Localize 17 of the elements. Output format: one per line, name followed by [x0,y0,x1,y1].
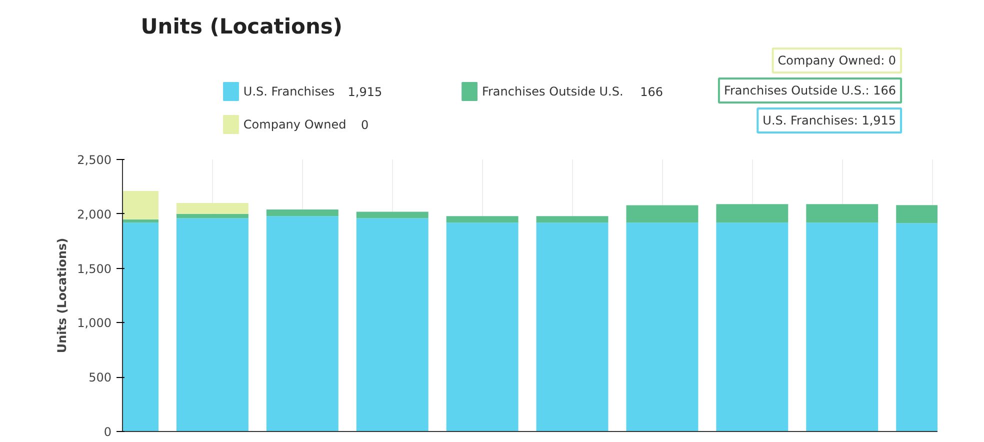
legend-label: U.S. Franchises [243,84,335,98]
y-axis-title: Units (Locations) [55,238,70,354]
y-tick-label: 0 [104,425,112,439]
y-tick-label: 1,000 [77,316,112,330]
text: 1,915 [348,85,382,99]
legend-label: Franchises Outside U.S. [482,84,624,98]
text: Company Owned: 0 [778,54,896,68]
y-tick-label: 2,000 [77,207,112,222]
y-tick-label: 500 [88,370,112,385]
y-tick-label: 1,500 [77,262,112,276]
y-tick-label: 2,500 [77,153,112,167]
text: 166 [640,85,664,99]
legend-label: Company Owned [243,118,346,132]
text: 0 [361,118,369,132]
chart-title: Units (Locations) [140,14,343,38]
text: Franchises Outside U.S.: 166 [724,84,896,98]
text: U.S. Franchises: 1,915 [762,114,896,128]
